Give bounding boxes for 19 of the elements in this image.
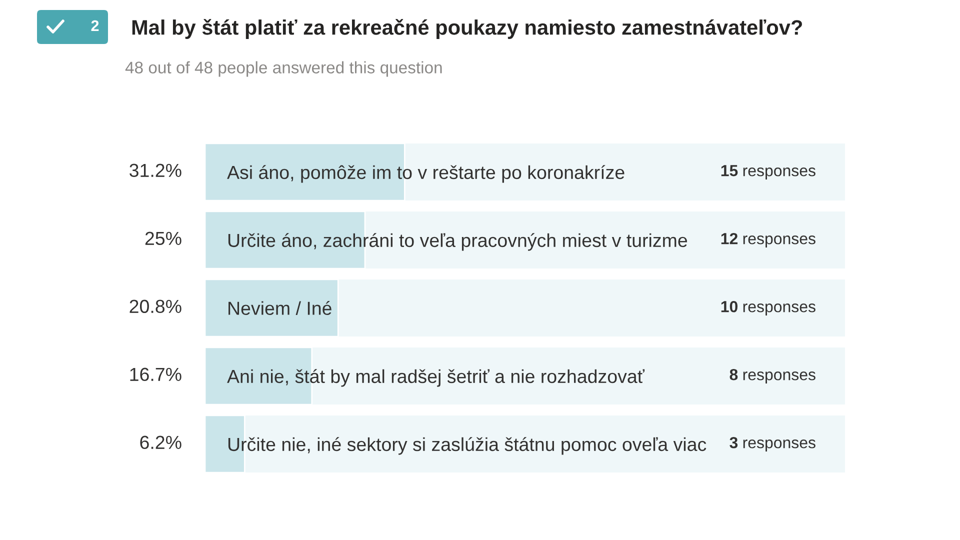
chart-title: Mal by štát platiť za rekreačné poukazy namiesto zamestnávateľov? <box>132 19 802 39</box>
data-label: 31.2% <box>130 164 182 178</box>
annotation: 8 responses <box>730 368 816 384</box>
y-tick-label: Ani nie, štát by mal radšej šetriť a nie rozhadzovať <box>227 369 645 387</box>
y-tick-label: Určite áno, zachráni to veľa pracovných miest v turizme <box>228 233 688 251</box>
data-label: 16.7% <box>130 368 182 382</box>
bar <box>205 278 339 338</box>
chart-subtitle: 48 out of 48 people answered this question <box>125 61 442 77</box>
annotation: 12 responses <box>721 232 816 248</box>
data-label: 20.8% <box>130 300 182 314</box>
y-tick-label: Určite nie, iné sektory si zaslúžia štátnu pomoc oveľa viac <box>228 437 706 455</box>
annotation: 10 responses <box>721 300 816 316</box>
text: 2 <box>91 20 99 31</box>
data-label: 25% <box>145 232 182 246</box>
y-tick-label: Asi áno, pomôže im to v reštarte po koronakríze <box>227 165 624 183</box>
data-label: 6.2% <box>140 436 182 450</box>
y-tick-label: Neviem / Iné <box>228 300 332 315</box>
annotation: 3 responses <box>730 436 816 452</box>
annotation: 15 responses <box>721 165 816 180</box>
